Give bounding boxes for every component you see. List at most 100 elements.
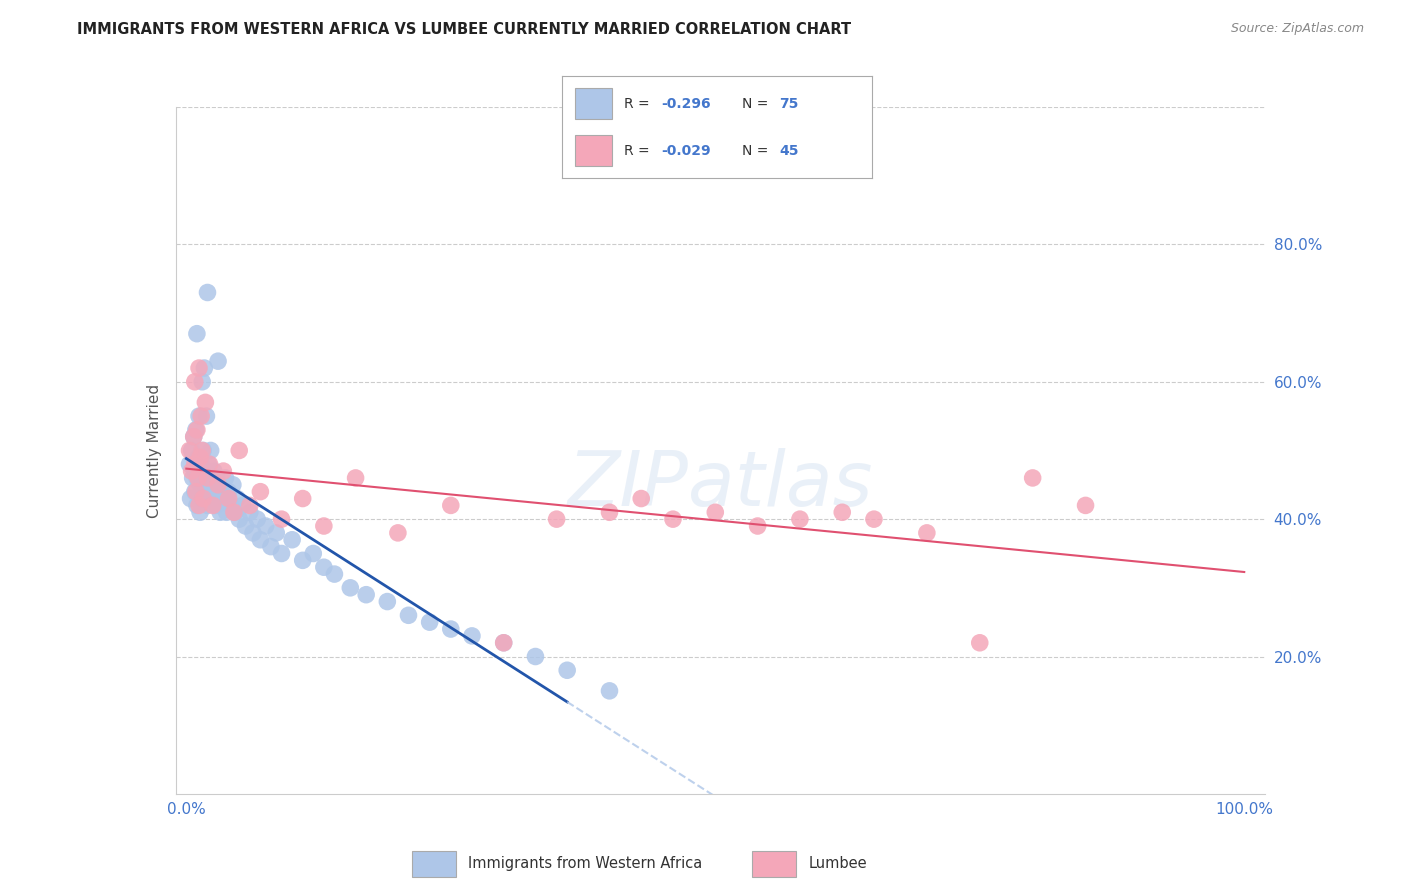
Point — [281, 533, 304, 547]
Point — [194, 491, 217, 506]
Point — [205, 499, 228, 513]
Y-axis label: Currently Married: Currently Married — [146, 384, 162, 517]
Point — [863, 512, 886, 526]
Point — [207, 478, 229, 492]
Text: Immigrants from Western Africa: Immigrants from Western Africa — [468, 855, 702, 871]
Point — [254, 519, 277, 533]
Point — [187, 450, 209, 465]
Point — [184, 423, 207, 437]
Point — [201, 499, 224, 513]
Bar — [412, 851, 456, 877]
Point — [188, 409, 211, 423]
Text: Lumbee: Lumbee — [808, 855, 866, 871]
Point — [186, 326, 208, 341]
Point — [461, 629, 484, 643]
Point — [226, 491, 249, 506]
Point — [375, 594, 398, 608]
Point — [180, 464, 202, 478]
Point — [197, 457, 219, 471]
Point — [270, 512, 292, 526]
Point — [242, 525, 264, 540]
Point — [492, 636, 515, 650]
Point — [188, 450, 211, 465]
Point — [202, 464, 225, 478]
Text: R =: R = — [624, 144, 654, 158]
Point — [387, 525, 409, 540]
Point — [440, 622, 463, 636]
Point — [198, 457, 221, 471]
Point — [179, 443, 201, 458]
Point — [323, 567, 346, 582]
Point — [291, 553, 314, 567]
Point — [191, 484, 214, 499]
Text: R =: R = — [624, 96, 654, 111]
Point — [224, 505, 246, 519]
Point — [492, 636, 515, 650]
Point — [219, 499, 242, 513]
Point — [630, 491, 652, 506]
Point — [214, 471, 236, 485]
Point — [239, 505, 262, 519]
Point — [181, 471, 204, 485]
Point — [204, 484, 226, 499]
Point — [662, 512, 685, 526]
Bar — [575, 136, 612, 166]
Point — [188, 478, 211, 492]
Point — [915, 525, 938, 540]
Point — [201, 471, 224, 485]
Point — [194, 395, 217, 409]
Point — [190, 457, 212, 471]
Point — [184, 484, 207, 499]
Point — [228, 512, 250, 526]
Point — [264, 525, 287, 540]
Point — [209, 484, 232, 499]
Point — [184, 375, 207, 389]
Point — [180, 491, 202, 506]
Point — [239, 499, 262, 513]
Point — [246, 512, 269, 526]
Point — [208, 478, 231, 492]
Point — [191, 443, 214, 458]
Point — [312, 519, 335, 533]
Text: 75: 75 — [779, 96, 799, 111]
Point — [228, 443, 250, 458]
Point — [524, 649, 547, 664]
Point — [197, 471, 219, 485]
Point — [198, 484, 221, 499]
Point — [190, 409, 212, 423]
Point — [344, 471, 367, 485]
Point — [419, 615, 441, 630]
Point — [197, 285, 219, 300]
Point — [398, 608, 420, 623]
Point — [1021, 471, 1043, 485]
Point — [339, 581, 361, 595]
Point — [193, 491, 215, 506]
Bar — [752, 851, 796, 877]
Point — [197, 499, 219, 513]
Point — [186, 471, 208, 485]
Point — [184, 457, 207, 471]
Point — [195, 409, 218, 423]
Point — [231, 499, 253, 513]
Point — [183, 430, 205, 444]
Point — [218, 484, 240, 499]
Point — [222, 505, 245, 519]
Point — [191, 375, 214, 389]
Text: -0.029: -0.029 — [661, 144, 711, 158]
Point — [197, 471, 219, 485]
Point — [1074, 499, 1097, 513]
Point — [218, 491, 240, 506]
Point — [180, 443, 202, 458]
Point — [789, 512, 811, 526]
Text: ZIPatlas: ZIPatlas — [568, 448, 873, 522]
Point — [186, 499, 208, 513]
Point — [598, 683, 620, 698]
Point — [555, 663, 578, 677]
Point — [302, 546, 325, 561]
Point — [270, 546, 292, 561]
Point — [179, 457, 201, 471]
Point — [222, 478, 245, 492]
Point — [184, 464, 207, 478]
Point — [312, 560, 335, 574]
Point — [207, 354, 229, 368]
